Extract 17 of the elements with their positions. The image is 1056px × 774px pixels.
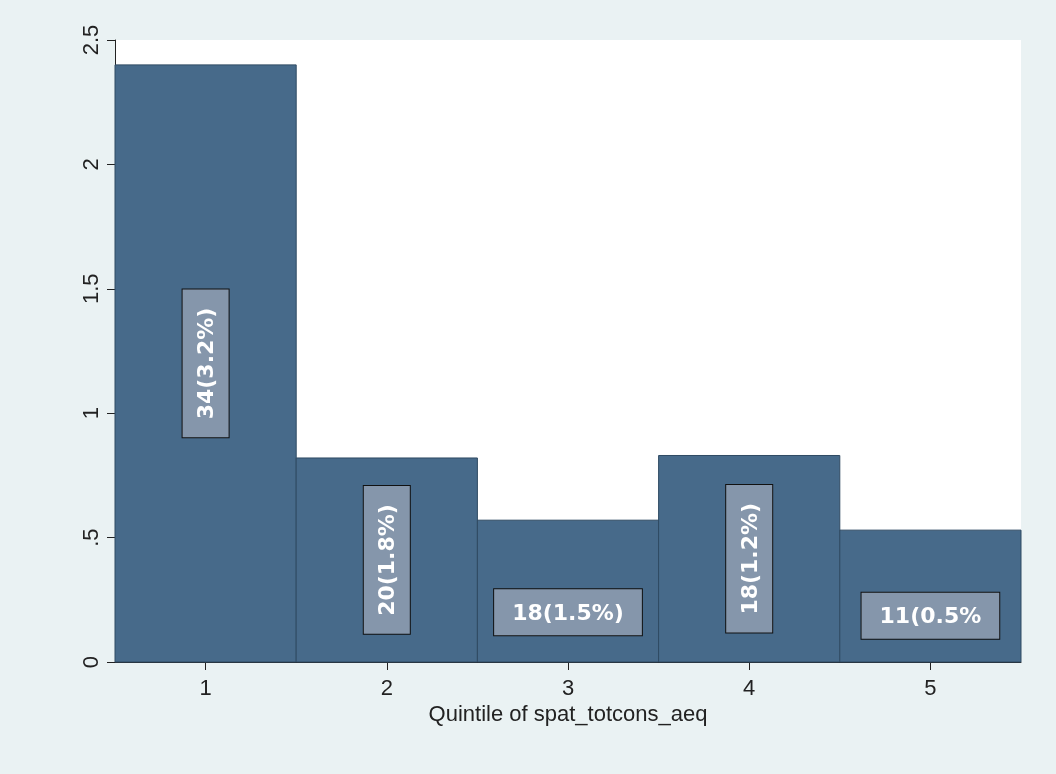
annotation: 11(0.5% — [879, 603, 982, 629]
x-tick-label: 5 — [924, 674, 937, 700]
annotation: 20(1.8%) — [374, 504, 400, 616]
y-tick-label: 0 — [77, 655, 103, 669]
y-tick-label: 1.5 — [77, 273, 103, 305]
x-tick-label: 1 — [199, 674, 212, 700]
y-tick-label: 2 — [77, 158, 103, 171]
y-tick-label: 1 — [77, 407, 103, 420]
annotation: 18(1.5%) — [512, 599, 624, 625]
x-tick-label: 4 — [743, 674, 756, 700]
x-tick-label: 3 — [561, 674, 575, 700]
x-axis-title: Quintile of spat_totcons_aeq — [428, 701, 708, 727]
y-tick-label: 2.5 — [77, 24, 103, 56]
annotation: 18(1.2%) — [736, 502, 762, 615]
x-tick-label: 2 — [380, 674, 393, 700]
y-tick-label: .5 — [77, 528, 103, 547]
annotation: 34(3.2%) — [193, 307, 219, 420]
